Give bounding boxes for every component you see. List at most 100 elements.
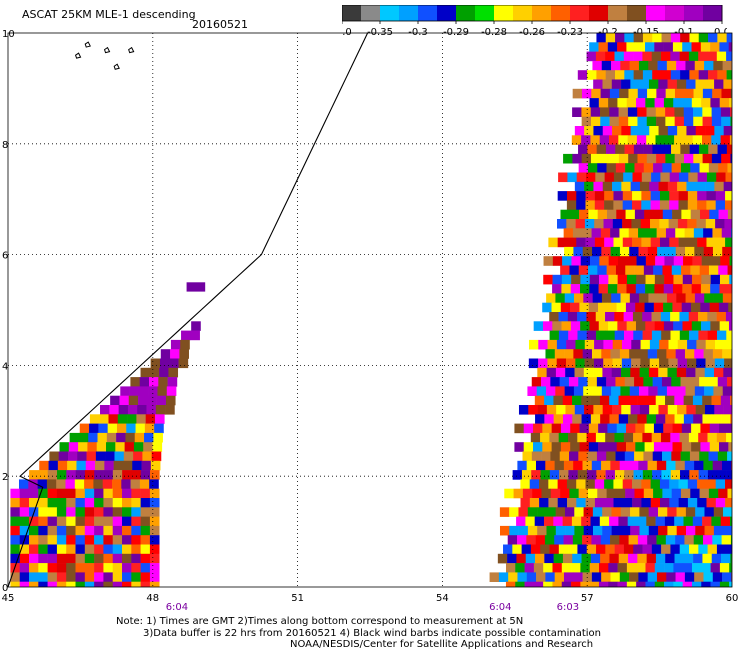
swath-cell xyxy=(56,525,67,536)
swath-cell xyxy=(701,274,711,285)
swath-cell xyxy=(581,107,592,117)
swath-cell xyxy=(111,479,122,489)
swath-cell xyxy=(615,163,626,173)
swath-cell xyxy=(75,525,86,536)
swath-cell xyxy=(663,98,674,108)
swath-cell xyxy=(125,432,136,443)
swath-cell xyxy=(112,525,123,536)
swath-cell xyxy=(113,460,124,471)
swath-cell xyxy=(730,107,732,117)
swath-cell xyxy=(684,535,695,545)
swath-cell xyxy=(538,358,548,369)
swath-cell xyxy=(66,544,76,555)
swath-cell xyxy=(637,116,648,127)
swath-cell xyxy=(592,60,603,71)
swath-cell xyxy=(636,98,646,108)
swath-cell xyxy=(689,70,699,80)
swath-cell xyxy=(612,219,623,229)
swath-cell xyxy=(697,191,707,201)
swath-cell xyxy=(10,572,21,582)
swath-cell xyxy=(636,581,646,587)
swath-cell xyxy=(617,42,627,52)
swath-cell xyxy=(169,358,179,369)
swath-cell xyxy=(179,349,189,359)
swath-cell xyxy=(651,330,662,341)
swath-cell xyxy=(533,423,543,434)
swath-cell xyxy=(681,302,692,313)
swath-cell xyxy=(606,163,617,173)
swath-cell xyxy=(543,256,554,266)
swath-cell xyxy=(722,246,732,257)
swath-cell xyxy=(624,377,635,387)
swath-cell xyxy=(637,88,648,99)
swath-cell xyxy=(691,563,702,573)
swath-cell xyxy=(621,79,631,90)
swath-cell xyxy=(618,107,629,117)
swath-cell xyxy=(122,498,132,508)
swath-cell xyxy=(650,219,660,229)
swath-cell xyxy=(564,293,575,303)
swath-cell xyxy=(603,339,613,350)
swath-cell xyxy=(726,70,732,80)
swath-cell xyxy=(569,209,580,220)
swath-cell xyxy=(599,395,610,406)
swath-cell xyxy=(19,563,30,573)
swath-cell xyxy=(651,51,662,62)
swath-cell xyxy=(628,553,638,564)
swath-cell xyxy=(56,572,67,582)
swath-cell xyxy=(668,358,678,369)
swath-cell xyxy=(151,451,162,462)
swath-cell xyxy=(689,544,699,555)
swath-cell xyxy=(679,312,690,322)
swath-cell xyxy=(592,246,602,257)
swath-cell xyxy=(718,265,728,276)
island-outline xyxy=(128,46,135,54)
swath-cell xyxy=(605,432,615,443)
swath-cell xyxy=(706,479,717,489)
swath-cell xyxy=(634,209,645,220)
swath-cell xyxy=(531,451,542,462)
swath-cell xyxy=(682,581,693,587)
swath-cell xyxy=(641,498,652,508)
swath-cell xyxy=(687,237,698,248)
swath-cell xyxy=(577,544,588,555)
swath-cell xyxy=(600,88,611,99)
swath-cell xyxy=(588,423,599,434)
swath-cell xyxy=(730,535,732,545)
swath-cell xyxy=(626,274,637,285)
swath-cell xyxy=(712,349,723,359)
swath-cell xyxy=(540,544,550,555)
swath-cell xyxy=(618,116,629,127)
swath-cell xyxy=(550,488,561,499)
swath-cell xyxy=(630,367,640,378)
swath-cell xyxy=(698,312,708,322)
swath-cell xyxy=(661,70,672,80)
swath-cell xyxy=(700,442,711,452)
swath-cell xyxy=(727,377,732,387)
swath-cell xyxy=(165,395,176,406)
swath-cell xyxy=(585,498,596,508)
swath-cell xyxy=(618,135,628,145)
swath-cell xyxy=(679,544,690,555)
colorbar-segment xyxy=(475,5,495,21)
swath-cell xyxy=(631,358,641,369)
swath-cell xyxy=(619,535,629,545)
swath-cell xyxy=(10,544,21,555)
swath-cell xyxy=(149,507,160,517)
swath-cell xyxy=(697,200,707,210)
swath-cell xyxy=(672,302,683,313)
swath-cell xyxy=(136,414,146,424)
swath-cell xyxy=(579,284,590,294)
swath-cell xyxy=(690,163,700,173)
swath-cell xyxy=(56,553,67,564)
swath-cell xyxy=(85,460,96,471)
swath-cell xyxy=(606,265,617,276)
swath-cell xyxy=(576,191,586,201)
swath-cell xyxy=(573,349,583,359)
swath-cell xyxy=(674,107,685,117)
swath-cell xyxy=(68,442,79,452)
swath-cell xyxy=(721,414,731,424)
swath-cell xyxy=(673,581,683,587)
swath-cell xyxy=(620,525,631,536)
swath-cell xyxy=(66,516,76,527)
